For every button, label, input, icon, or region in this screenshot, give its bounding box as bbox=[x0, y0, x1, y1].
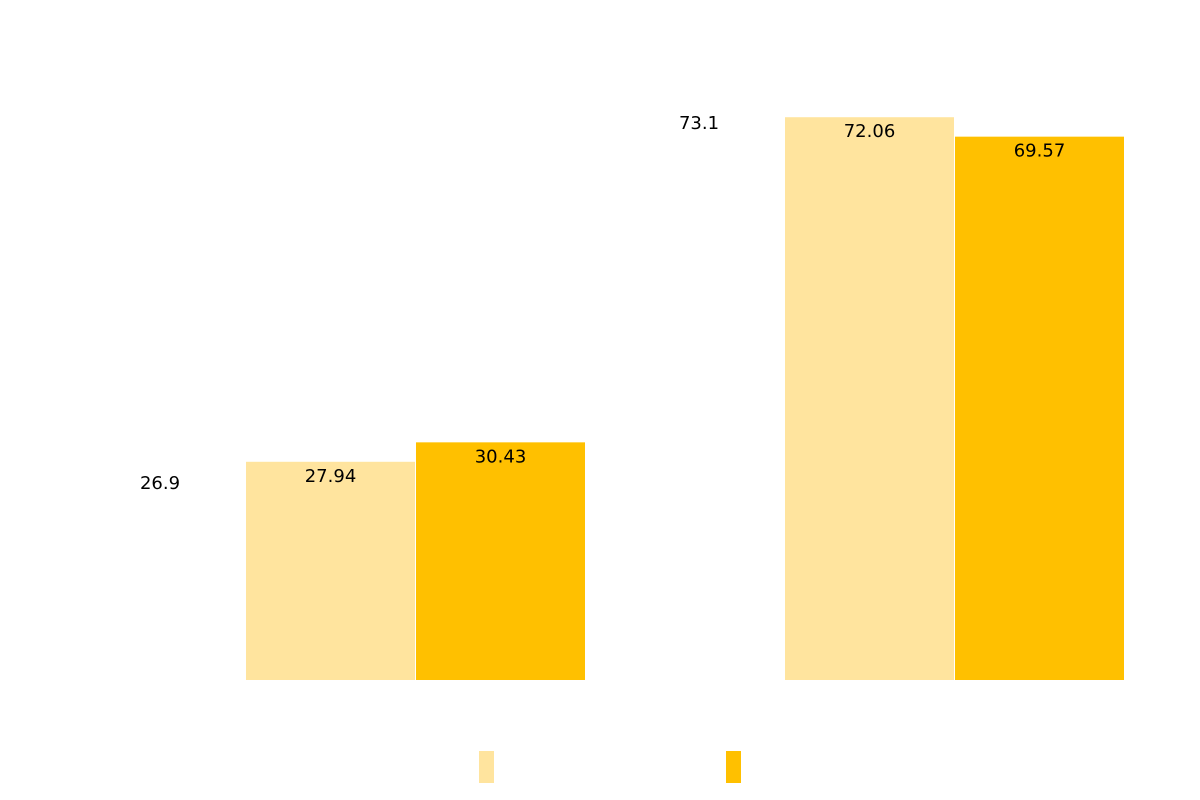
bar-series-1-category-1 bbox=[246, 461, 415, 680]
value-label-series-2-category-2: 69.57 bbox=[1014, 141, 1066, 162]
legend-swatch-series-1 bbox=[479, 751, 494, 783]
bars-group bbox=[246, 117, 1124, 680]
extra-label-category-1: 26.9 bbox=[140, 473, 180, 494]
value-label-series-1-category-1: 27.94 bbox=[305, 466, 357, 487]
bar-series-2-category-1 bbox=[416, 442, 585, 680]
value-label-series-1-category-2: 72.06 bbox=[844, 121, 896, 142]
bar-series-1-category-2 bbox=[785, 117, 954, 680]
bar-series-2-category-2 bbox=[955, 136, 1124, 680]
extra-labels-group: 26.9 73.1 bbox=[140, 113, 719, 494]
legend-swatch-series-2 bbox=[726, 751, 741, 783]
value-label-series-2-category-1: 30.43 bbox=[475, 446, 527, 467]
legend bbox=[479, 751, 741, 783]
value-labels-group: 27.94 72.06 30.43 69.57 bbox=[305, 121, 1066, 487]
extra-label-category-2: 73.1 bbox=[679, 113, 719, 134]
